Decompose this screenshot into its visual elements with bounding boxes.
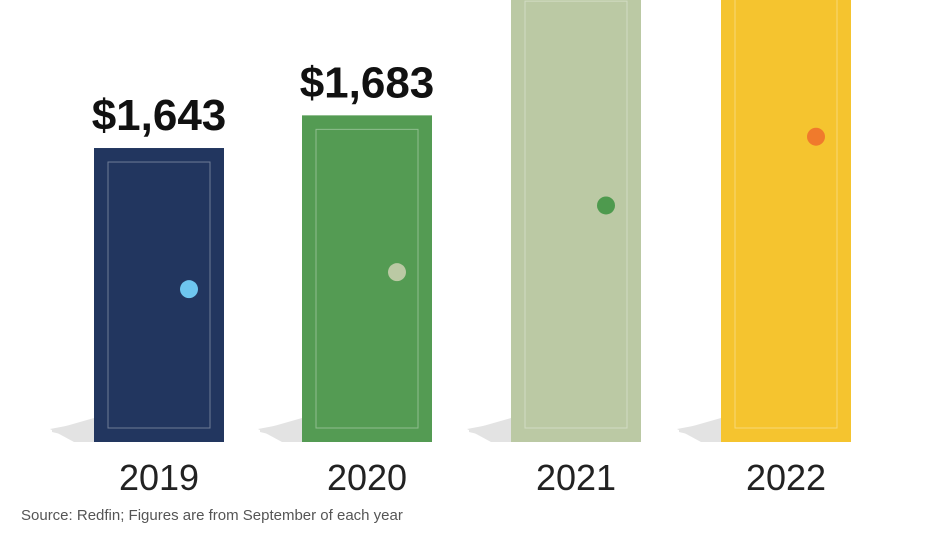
bar-door-2020: [302, 115, 432, 443]
door-shadow-floor: [50, 420, 98, 442]
source-note: Source: Redfin; Figures are from Septemb…: [21, 507, 403, 524]
door-panel: [315, 128, 419, 429]
category-label: 2022: [746, 457, 826, 498]
bar-door-2022: [721, 0, 851, 442]
door-knob: [807, 127, 825, 146]
bar-door-2019: [94, 148, 224, 443]
door-panel: [524, 0, 628, 429]
category-label: 2020: [327, 457, 407, 498]
value-label: $1,643: [92, 91, 227, 140]
door-shadow-floor: [677, 420, 725, 442]
value-label: $1,683: [300, 58, 435, 107]
category-label: 2021: [536, 457, 616, 498]
door-knob: [388, 263, 406, 282]
bar-door-2021: [511, 0, 641, 442]
door-knob: [597, 196, 615, 215]
door-knob: [180, 280, 198, 299]
door-shadow-floor: [467, 420, 515, 442]
door-panel: [734, 0, 838, 429]
category-label: 2019: [119, 457, 199, 498]
door-panel: [107, 161, 211, 429]
door-shadow-floor: [258, 420, 306, 442]
